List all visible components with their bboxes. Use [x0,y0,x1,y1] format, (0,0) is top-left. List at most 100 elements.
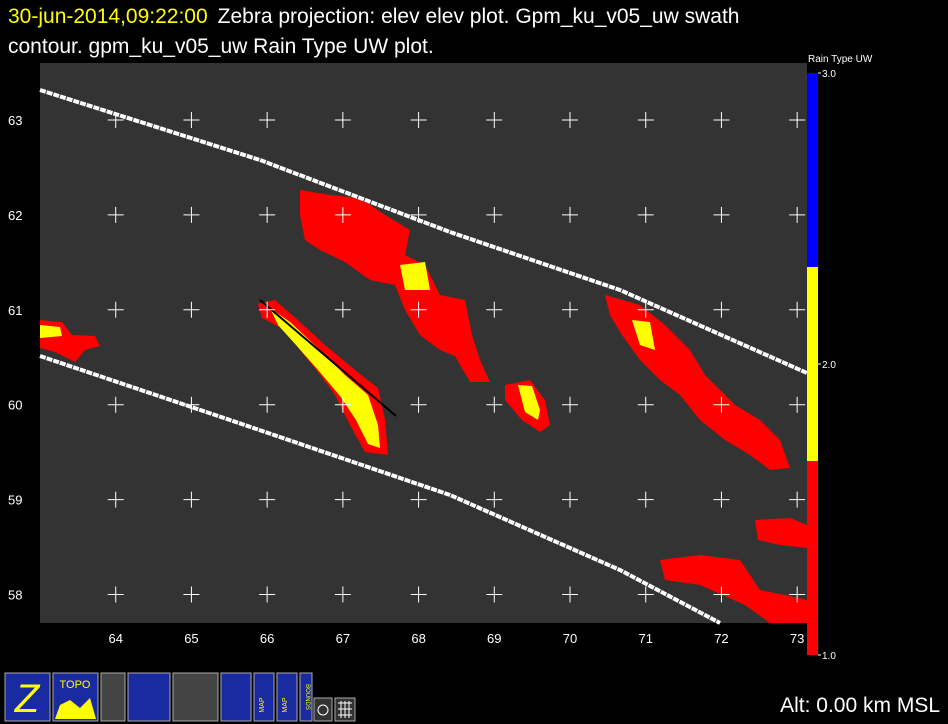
y-tick-label: 62 [8,208,22,223]
grid-cross [334,111,351,128]
rain-stratiform [300,190,490,382]
x-tick-label: 73 [790,631,804,646]
rain-convective [40,325,62,338]
grid-cross [410,491,427,508]
grid-cross [183,111,200,128]
cross-section-line [259,299,397,417]
grid-cross [713,586,730,603]
x-tick-label: 71 [638,631,652,646]
swath-edge [39,354,721,625]
grid-cross [259,301,276,318]
zebra-icon[interactable] [4,672,51,722]
grid-cross [107,396,124,413]
map-area [40,63,807,623]
y-tick-label: 58 [8,588,22,603]
grid-cross [562,301,579,318]
map-label: MAP [259,697,266,713]
grid-cross [334,491,351,508]
grid-cross [107,586,124,603]
grid-cross [562,491,579,508]
rain-convective [518,385,540,420]
ku-vs-icon[interactable] [172,672,219,722]
y-tick-label: 61 [8,303,22,318]
title-text: Zebra projection: elev elev plot. Gpm_ku… [218,5,740,28]
rain-stratiform [660,555,807,623]
grid-cross [183,396,200,413]
toolbar: Z TOPO MAP MAP BOUNDS [4,672,356,722]
grid-cross [259,111,276,128]
x-tick-label: 72 [714,631,728,646]
grid-cross [183,301,200,318]
grid-cross [410,396,427,413]
y-tick-label: 59 [8,493,22,508]
grid-cross [334,301,351,318]
grid-cross [713,491,730,508]
title-time: 30-jun-2014,09:22:00 [8,5,208,28]
altitude-status: Alt: 0.00 km MSL [780,694,940,717]
grid-cross [789,206,806,223]
grid-cross [259,396,276,413]
ku-icon[interactable] [127,672,171,722]
y-tick-label: 60 [8,398,22,413]
colorbar-tick-label: 1.0 [822,651,836,662]
grid-cross [107,491,124,508]
rain-stratiform [755,518,807,548]
grid-cross [334,586,351,603]
title-line-1: 30-jun-2014,09:22:00 Zebra projection: el… [8,5,739,28]
bounds-label: BOUNDS [304,684,310,710]
colorbar-segment [807,461,818,655]
colorbar-segment [807,267,818,461]
grid-cross [789,491,806,508]
x-tick-label: 64 [108,631,122,646]
grid-cross [562,586,579,603]
grid-cross [486,586,503,603]
x-tick-label: 69 [487,631,501,646]
center-button[interactable] [313,697,333,722]
map-icon[interactable] [276,672,298,722]
x-tick-label: 68 [411,631,425,646]
grid-cross [713,206,730,223]
grid-cross [486,301,503,318]
gpm-icon[interactable] [220,672,252,722]
grid-cross [562,206,579,223]
grid-cross [637,586,654,603]
grid-cross [637,301,654,318]
x-tick-label: 67 [336,631,350,646]
colorbar-tick-label: 3.0 [822,69,836,80]
grid-cross [562,396,579,413]
grid-cross [183,491,200,508]
rain-convective [632,320,655,350]
x-tick-label: 65 [184,631,198,646]
grid-cross [637,206,654,223]
map-icon[interactable] [253,672,275,722]
x-tick-label: 70 [563,631,577,646]
grid-cross [107,301,124,318]
grid-cross [107,111,124,128]
grid-cross [334,396,351,413]
grid-cross [637,396,654,413]
grid-cross [334,206,351,223]
grid-cross [259,491,276,508]
title-line-2: contour. gpm_ku_v05_uw Rain Type UW plot… [8,35,434,58]
grid-cross [410,206,427,223]
map-label: MAP [282,697,289,713]
colorbar-label: Rain Type UW [808,54,873,65]
grid-cross [183,586,200,603]
y-tick-label: 63 [8,113,22,128]
grid-cross [789,396,806,413]
rain-areas [40,190,807,623]
ir-icon[interactable] [100,672,126,722]
rain-convective [400,262,430,290]
grid-cross [107,206,124,223]
swath-edge [39,88,808,375]
grid-cross [410,301,427,318]
grid-cross [486,491,503,508]
bounds-icon[interactable] [299,672,313,722]
x-tick-label: 66 [260,631,274,646]
grid-cross [486,111,503,128]
center-symbol [317,704,329,716]
grid-cross [259,586,276,603]
grid-cross [713,111,730,128]
